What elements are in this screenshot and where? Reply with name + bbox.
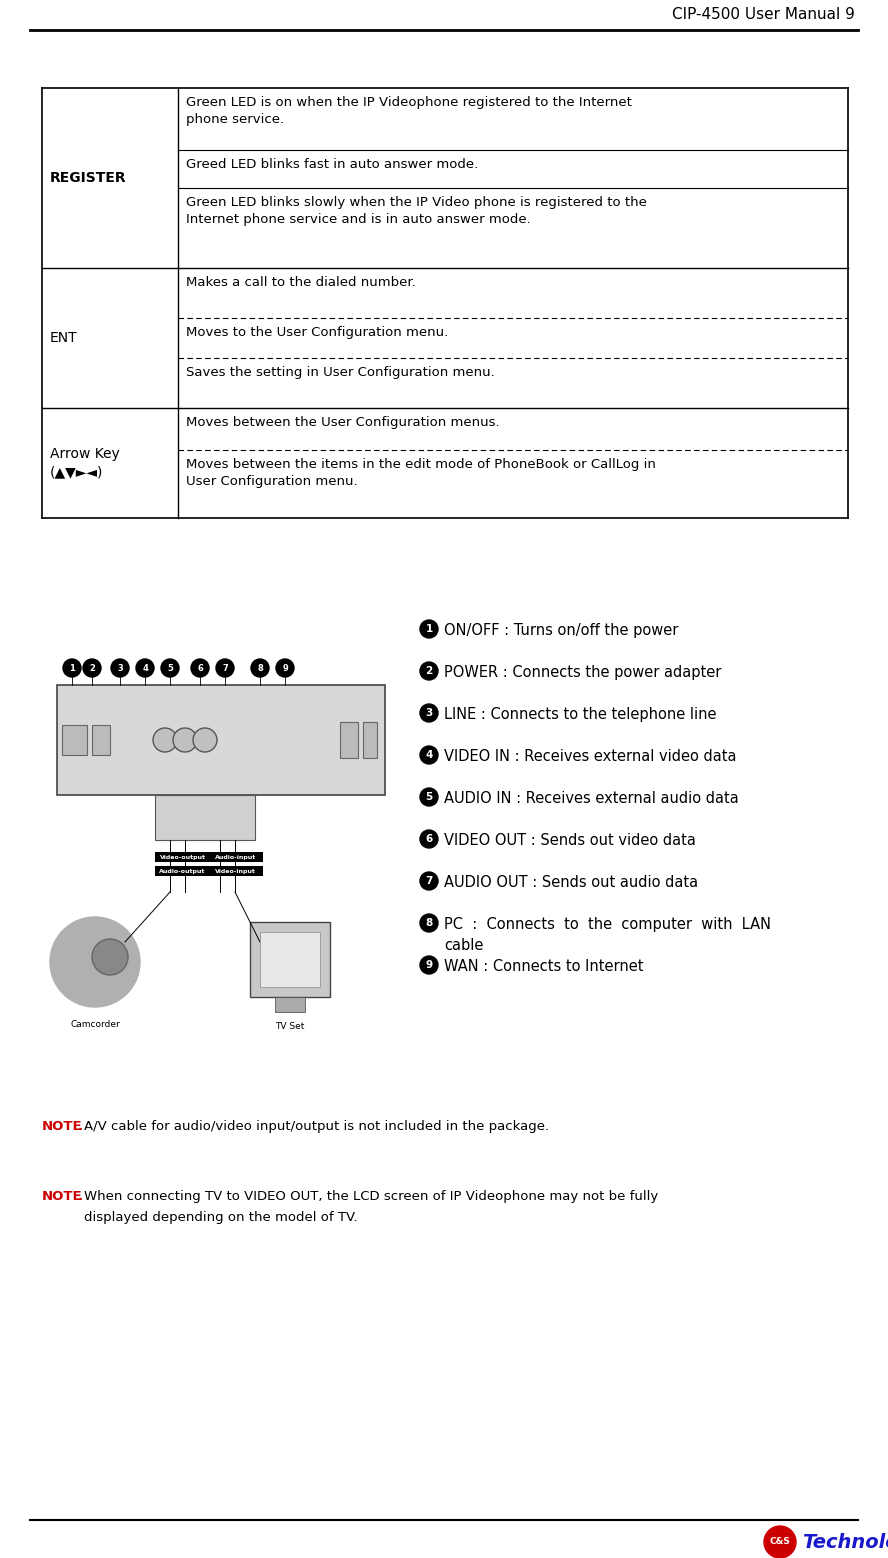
Text: A/V cable for audio/video input/output is not included in the package.: A/V cable for audio/video input/output i… xyxy=(84,1120,549,1133)
Text: 1: 1 xyxy=(425,625,432,634)
Circle shape xyxy=(136,659,154,678)
Text: When connecting TV to VIDEO OUT, the LCD screen of IP Videophone may not be full: When connecting TV to VIDEO OUT, the LCD… xyxy=(84,1190,658,1225)
Circle shape xyxy=(420,788,438,805)
Text: Audio-input: Audio-input xyxy=(215,854,256,860)
Text: Greed LED blinks fast in auto answer mode.: Greed LED blinks fast in auto answer mod… xyxy=(186,157,479,171)
Circle shape xyxy=(420,746,438,763)
Text: .: . xyxy=(78,1120,83,1133)
Text: 2: 2 xyxy=(425,665,432,676)
Circle shape xyxy=(216,659,234,678)
Circle shape xyxy=(173,728,197,753)
Text: 3: 3 xyxy=(425,707,432,718)
Bar xyxy=(155,795,255,840)
Text: 5: 5 xyxy=(425,791,432,802)
Bar xyxy=(208,866,263,876)
Text: ON/OFF : Turns on/off the power: ON/OFF : Turns on/off the power xyxy=(444,623,678,637)
Text: 8: 8 xyxy=(425,918,432,929)
Text: VIDEO IN : Receives external video data: VIDEO IN : Receives external video data xyxy=(444,749,736,763)
Text: 7: 7 xyxy=(425,876,432,887)
Bar xyxy=(155,866,210,876)
Bar xyxy=(62,724,87,756)
Text: Video-input: Video-input xyxy=(215,868,256,874)
FancyBboxPatch shape xyxy=(57,686,385,795)
Bar xyxy=(340,721,358,759)
Text: 9: 9 xyxy=(282,664,288,673)
Text: NOTE: NOTE xyxy=(42,1190,83,1203)
Text: CIP-4500 User Manual 9: CIP-4500 User Manual 9 xyxy=(672,6,855,22)
Circle shape xyxy=(420,620,438,637)
Text: 5: 5 xyxy=(167,664,173,673)
Text: 1: 1 xyxy=(69,664,75,673)
Text: WAN : Connects to Internet: WAN : Connects to Internet xyxy=(444,960,644,974)
Circle shape xyxy=(92,939,128,975)
Text: LINE : Connects to the telephone line: LINE : Connects to the telephone line xyxy=(444,707,717,721)
Text: TV Set: TV Set xyxy=(275,1022,305,1031)
Text: Arrow Key
(▲▼►◄): Arrow Key (▲▼►◄) xyxy=(50,447,120,480)
Circle shape xyxy=(420,957,438,974)
Text: C&S: C&S xyxy=(770,1538,790,1547)
Text: ENT: ENT xyxy=(50,330,77,344)
Circle shape xyxy=(420,704,438,721)
Text: Camcorder: Camcorder xyxy=(70,1020,120,1028)
Circle shape xyxy=(50,918,140,1006)
Circle shape xyxy=(420,830,438,848)
Circle shape xyxy=(161,659,179,678)
Text: Technology: Technology xyxy=(802,1533,888,1552)
Bar xyxy=(275,997,305,1013)
Text: AUDIO OUT : Sends out audio data: AUDIO OUT : Sends out audio data xyxy=(444,876,698,890)
Text: 9: 9 xyxy=(425,960,432,971)
Bar xyxy=(363,721,377,759)
Circle shape xyxy=(83,659,101,678)
Text: Video-output: Video-output xyxy=(160,854,205,860)
Bar xyxy=(208,852,263,862)
Circle shape xyxy=(420,915,438,932)
Text: 4: 4 xyxy=(142,664,148,673)
Circle shape xyxy=(153,728,177,753)
Text: NOTE: NOTE xyxy=(42,1120,83,1133)
Text: Moves between the User Configuration menus.: Moves between the User Configuration men… xyxy=(186,416,500,428)
Circle shape xyxy=(63,659,81,678)
Text: 4: 4 xyxy=(425,749,432,760)
Text: Green LED is on when the IP Videophone registered to the Internet
phone service.: Green LED is on when the IP Videophone r… xyxy=(186,97,632,126)
Bar xyxy=(92,724,110,756)
Circle shape xyxy=(111,659,129,678)
Text: .: . xyxy=(78,1190,83,1203)
Circle shape xyxy=(191,659,209,678)
Circle shape xyxy=(276,659,294,678)
Circle shape xyxy=(420,872,438,890)
Text: Moves between the items in the edit mode of PhoneBook or CallLog in
User Configu: Moves between the items in the edit mode… xyxy=(186,458,656,488)
Bar xyxy=(260,932,320,988)
Text: PC  :  Connects  to  the  computer  with  LAN
cable: PC : Connects to the computer with LAN c… xyxy=(444,918,771,953)
Circle shape xyxy=(251,659,269,678)
Text: Green LED blinks slowly when the IP Video phone is registered to the
Internet ph: Green LED blinks slowly when the IP Vide… xyxy=(186,196,646,226)
Text: Makes a call to the dialed number.: Makes a call to the dialed number. xyxy=(186,276,416,288)
Text: 6: 6 xyxy=(425,834,432,844)
Text: 8: 8 xyxy=(258,664,263,673)
Text: Saves the setting in User Configuration menu.: Saves the setting in User Configuration … xyxy=(186,366,495,379)
Circle shape xyxy=(764,1525,796,1558)
Text: Audio-output: Audio-output xyxy=(159,868,206,874)
Text: POWER : Connects the power adapter: POWER : Connects the power adapter xyxy=(444,665,721,679)
Bar xyxy=(250,922,330,997)
Text: 6: 6 xyxy=(197,664,203,673)
Text: 7: 7 xyxy=(222,664,228,673)
Text: VIDEO OUT : Sends out video data: VIDEO OUT : Sends out video data xyxy=(444,834,696,848)
Text: REGISTER: REGISTER xyxy=(50,171,127,185)
Text: 2: 2 xyxy=(89,664,95,673)
Bar xyxy=(155,852,210,862)
Text: 3: 3 xyxy=(117,664,123,673)
Text: Moves to the User Configuration menu.: Moves to the User Configuration menu. xyxy=(186,326,448,340)
Circle shape xyxy=(193,728,217,753)
Circle shape xyxy=(420,662,438,679)
Text: AUDIO IN : Receives external audio data: AUDIO IN : Receives external audio data xyxy=(444,791,739,805)
